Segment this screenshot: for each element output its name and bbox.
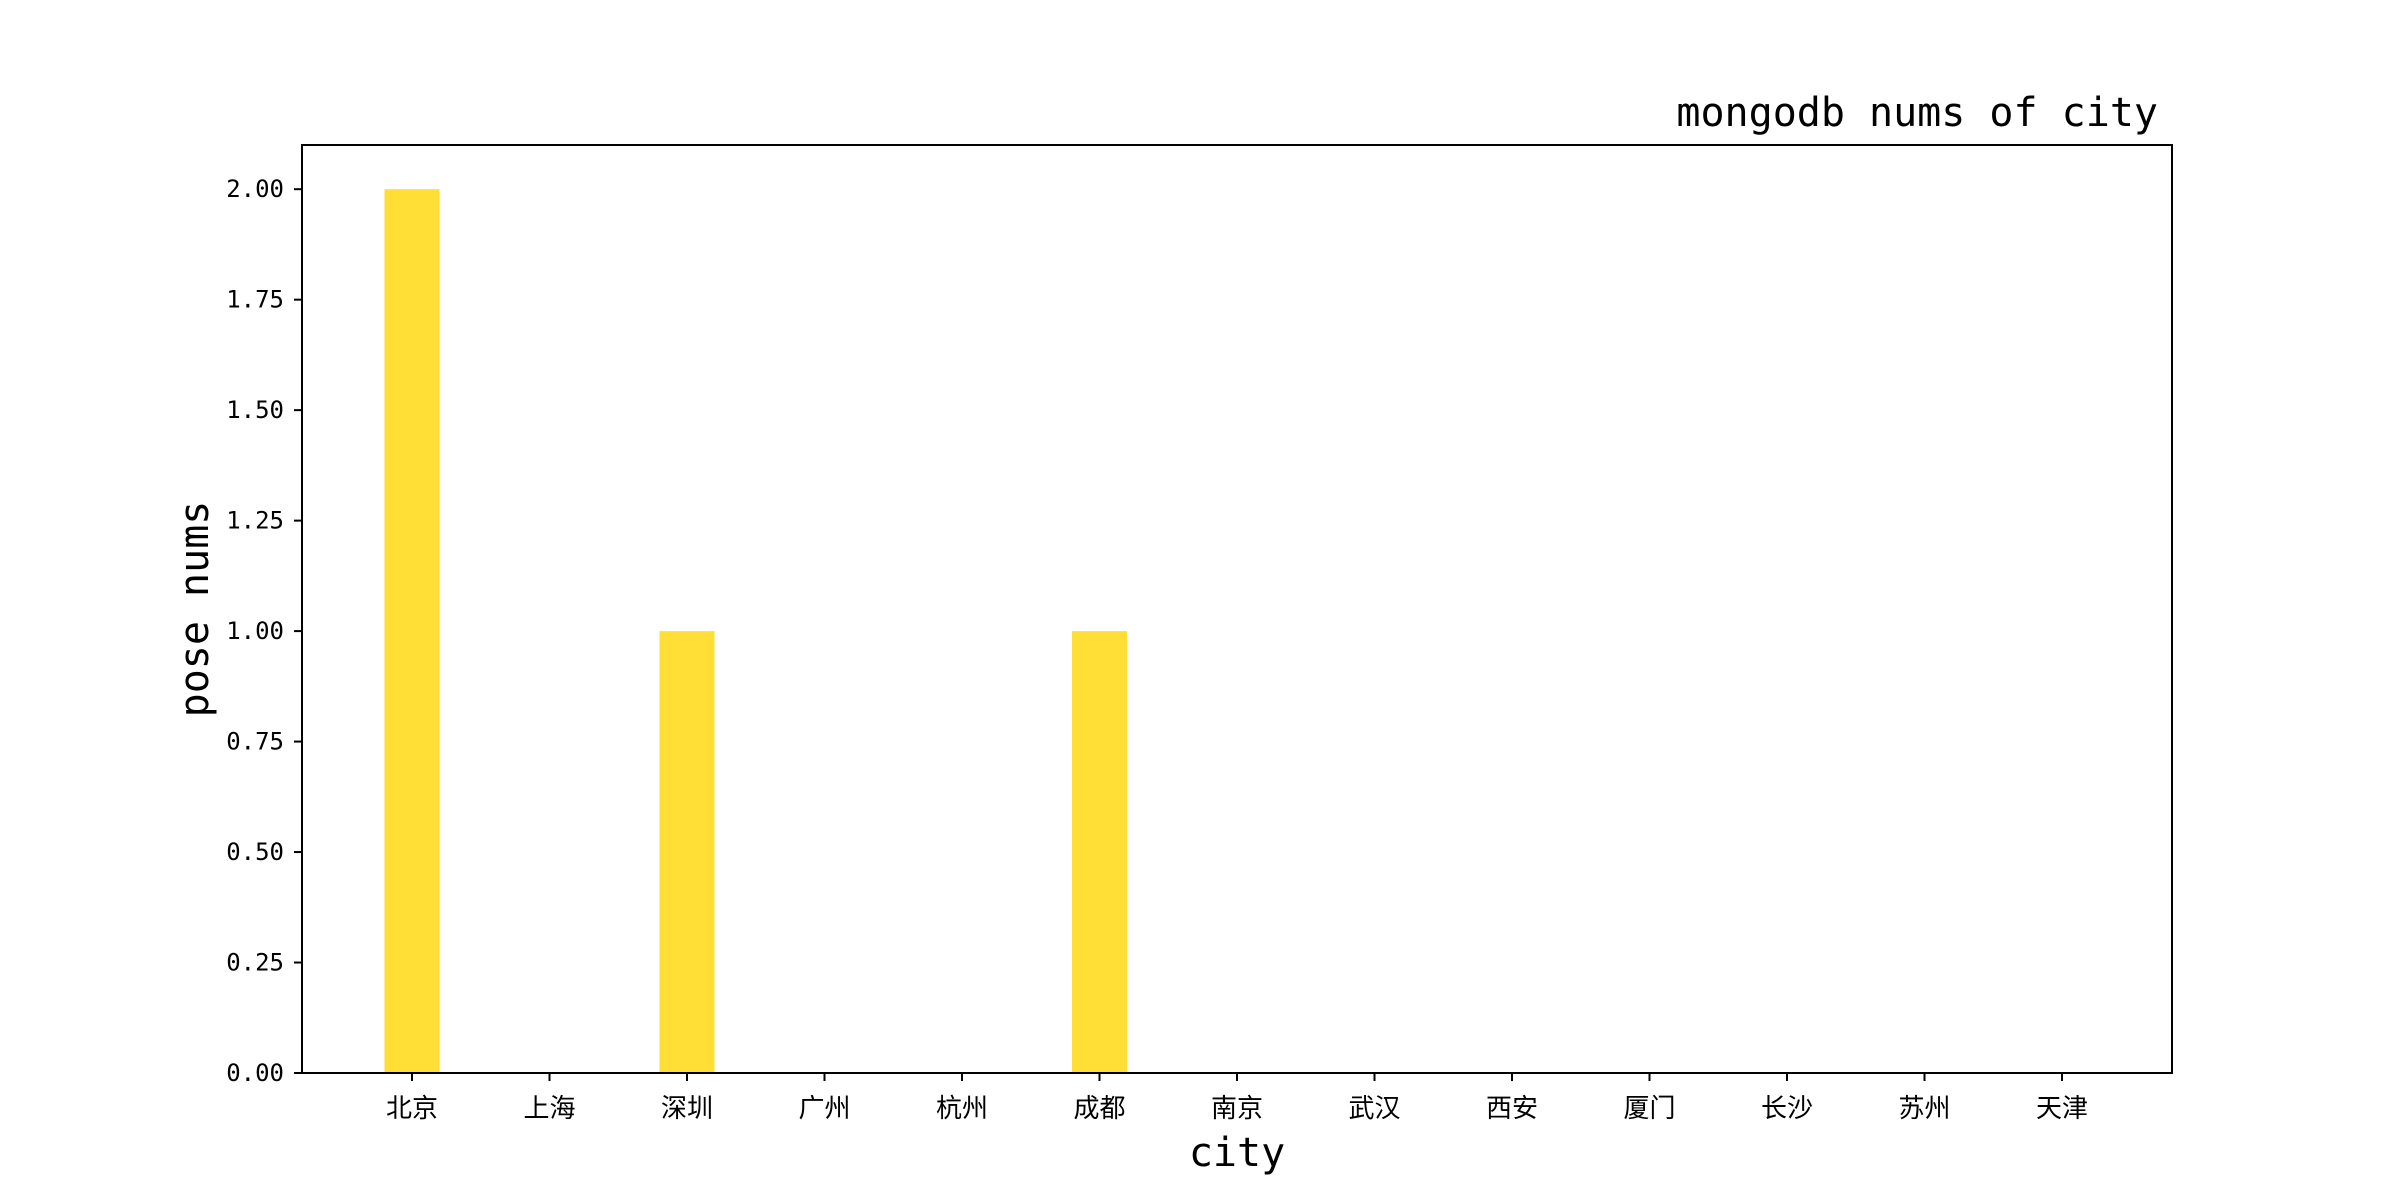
y-tick-label-6: 1.25 — [226, 507, 284, 535]
x-tick-label-13: 天津 — [2036, 1094, 2088, 1124]
plot-frame — [301, 144, 2173, 1074]
x-tick-label-6: 成都 — [1073, 1094, 1125, 1124]
x-tick-label-12: 苏州 — [1898, 1094, 1950, 1124]
y-axis: 0.00 0.25 0.50 0.75 1.00 1.25 1.50 1.75 2.00 — [226, 175, 302, 1087]
x-tick-label-1: 北京 — [386, 1094, 438, 1124]
x-tick-label-3: 深圳 — [661, 1094, 713, 1124]
y-tick-label-4: 0.75 — [226, 728, 284, 756]
chart-title: mongodb nums of city — [1676, 90, 2158, 136]
bar-1 — [384, 189, 440, 1073]
bar-3 — [659, 631, 715, 1073]
x-tick-label-5: 杭州 — [936, 1094, 988, 1124]
y-tick-label-1: 0.00 — [226, 1059, 284, 1087]
y-axis-title: pose nums — [172, 501, 218, 718]
x-tick-label-7: 南京 — [1211, 1094, 1263, 1124]
x-tick-label-8: 武汉 — [1348, 1094, 1400, 1124]
x-tick-label-10: 厦门 — [1623, 1094, 1675, 1124]
bar-6 — [1072, 631, 1127, 1073]
y-tick-label-7: 1.50 — [226, 396, 284, 424]
x-axis-title: city — [1189, 1130, 1285, 1176]
x-axis: 北京 上海 深圳 广州 杭州 成都 南京 武汉 西安 厦门 长沙 苏州 天津 — [386, 1073, 2088, 1124]
x-tick-label-9: 西安 — [1486, 1094, 1538, 1124]
x-tick-label-2: 上海 — [523, 1094, 575, 1124]
y-tick-label-2: 0.25 — [226, 949, 284, 977]
bars-group — [384, 189, 1127, 1073]
x-tick-label-11: 长沙 — [1761, 1094, 1813, 1124]
y-tick-label-9: 2.00 — [226, 175, 284, 203]
y-tick-label-5: 1.00 — [226, 617, 284, 645]
y-tick-label-8: 1.75 — [226, 286, 284, 314]
y-tick-label-3: 0.50 — [226, 838, 284, 866]
x-tick-label-4: 广州 — [798, 1094, 850, 1124]
